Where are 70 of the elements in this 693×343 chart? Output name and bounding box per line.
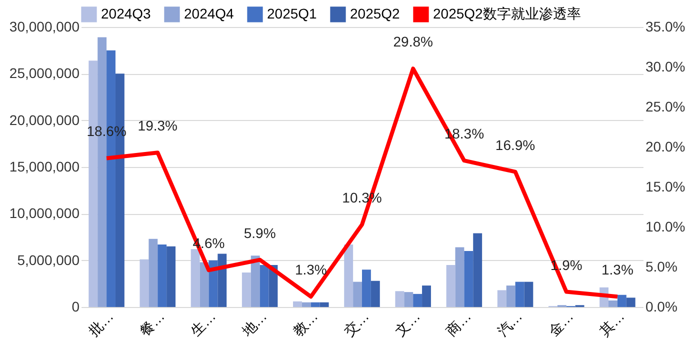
y2-tick-label: 25.0% xyxy=(646,98,686,114)
y-tick-label: 25,000,000 xyxy=(9,65,80,82)
y2-tick-label: 20.0% xyxy=(646,138,686,154)
y-tick-label: 10,000,000 xyxy=(9,205,80,222)
bar xyxy=(260,265,269,307)
bar xyxy=(250,256,260,307)
data-label: 1.3% xyxy=(294,262,327,278)
bar xyxy=(524,282,534,307)
x-tick-label: 生… xyxy=(188,308,219,340)
bar xyxy=(190,249,200,307)
x-tick-label: 文… xyxy=(392,308,423,340)
x-tick-label: 商… xyxy=(442,308,474,340)
x-tick-label: 地… xyxy=(238,308,270,340)
bar xyxy=(404,292,414,307)
bar xyxy=(302,302,311,307)
data-label: 19.3% xyxy=(138,118,178,134)
y2-tick-label: 10.0% xyxy=(646,218,686,234)
legend-label: 2024Q4 xyxy=(184,5,234,22)
y-tick-label: 20,000,000 xyxy=(9,112,80,128)
bar xyxy=(320,302,329,307)
bar xyxy=(166,246,176,307)
x-tick-label: 批… xyxy=(85,308,116,340)
x-tick-label: 汽… xyxy=(494,308,526,340)
bar xyxy=(140,259,149,307)
bar xyxy=(310,302,320,307)
bar xyxy=(422,286,431,307)
bar xyxy=(158,244,167,307)
data-label: 29.8% xyxy=(393,34,433,50)
bar xyxy=(353,282,362,307)
y-tick-label: 5,000,000 xyxy=(17,252,80,268)
x-tick-label: 其… xyxy=(596,308,628,340)
legend-label: 2024Q3 xyxy=(101,5,152,22)
bar xyxy=(626,298,636,307)
bar xyxy=(455,247,464,307)
y2-tick-label: 30.0% xyxy=(646,58,686,74)
data-label: 5.9% xyxy=(244,224,276,241)
bar xyxy=(362,270,371,307)
bar xyxy=(148,238,158,307)
bar xyxy=(293,301,302,307)
x-tick-label: 交… xyxy=(340,308,372,340)
legend-label: 2025Q2数字就业渗透率 xyxy=(433,5,581,22)
y-tick-label: 15,000,000 xyxy=(9,158,80,174)
data-label: 1.3% xyxy=(601,262,634,278)
legend-label: 2025Q2 xyxy=(350,5,400,22)
bar xyxy=(208,260,218,307)
y2-tick-label: 0.0% xyxy=(646,298,678,314)
y-tick-label: 0 xyxy=(72,298,80,314)
bar xyxy=(218,254,227,307)
bar xyxy=(617,294,626,307)
bar xyxy=(473,233,482,307)
y-tick-label: 30,000,000 xyxy=(9,18,80,34)
bar xyxy=(395,291,404,307)
data-label: 16.9% xyxy=(495,136,536,153)
bar xyxy=(446,265,456,307)
y2-tick-label: 15.0% xyxy=(646,178,686,194)
bar xyxy=(242,272,251,307)
x-tick-label: 金… xyxy=(545,308,576,340)
x-tick-label: 餐… xyxy=(136,308,168,340)
bar xyxy=(370,280,380,307)
bar xyxy=(608,300,618,307)
x-tick-label: 教… xyxy=(290,308,321,340)
bar xyxy=(464,251,474,307)
y2-tick-label: 35.0% xyxy=(646,18,686,34)
legend-label: 2025Q1 xyxy=(267,5,318,22)
bar xyxy=(344,244,354,307)
bar xyxy=(497,290,506,307)
bar xyxy=(506,286,516,307)
bar xyxy=(515,282,524,307)
y2-tick-label: 5.0% xyxy=(646,258,678,274)
bar xyxy=(413,294,422,307)
